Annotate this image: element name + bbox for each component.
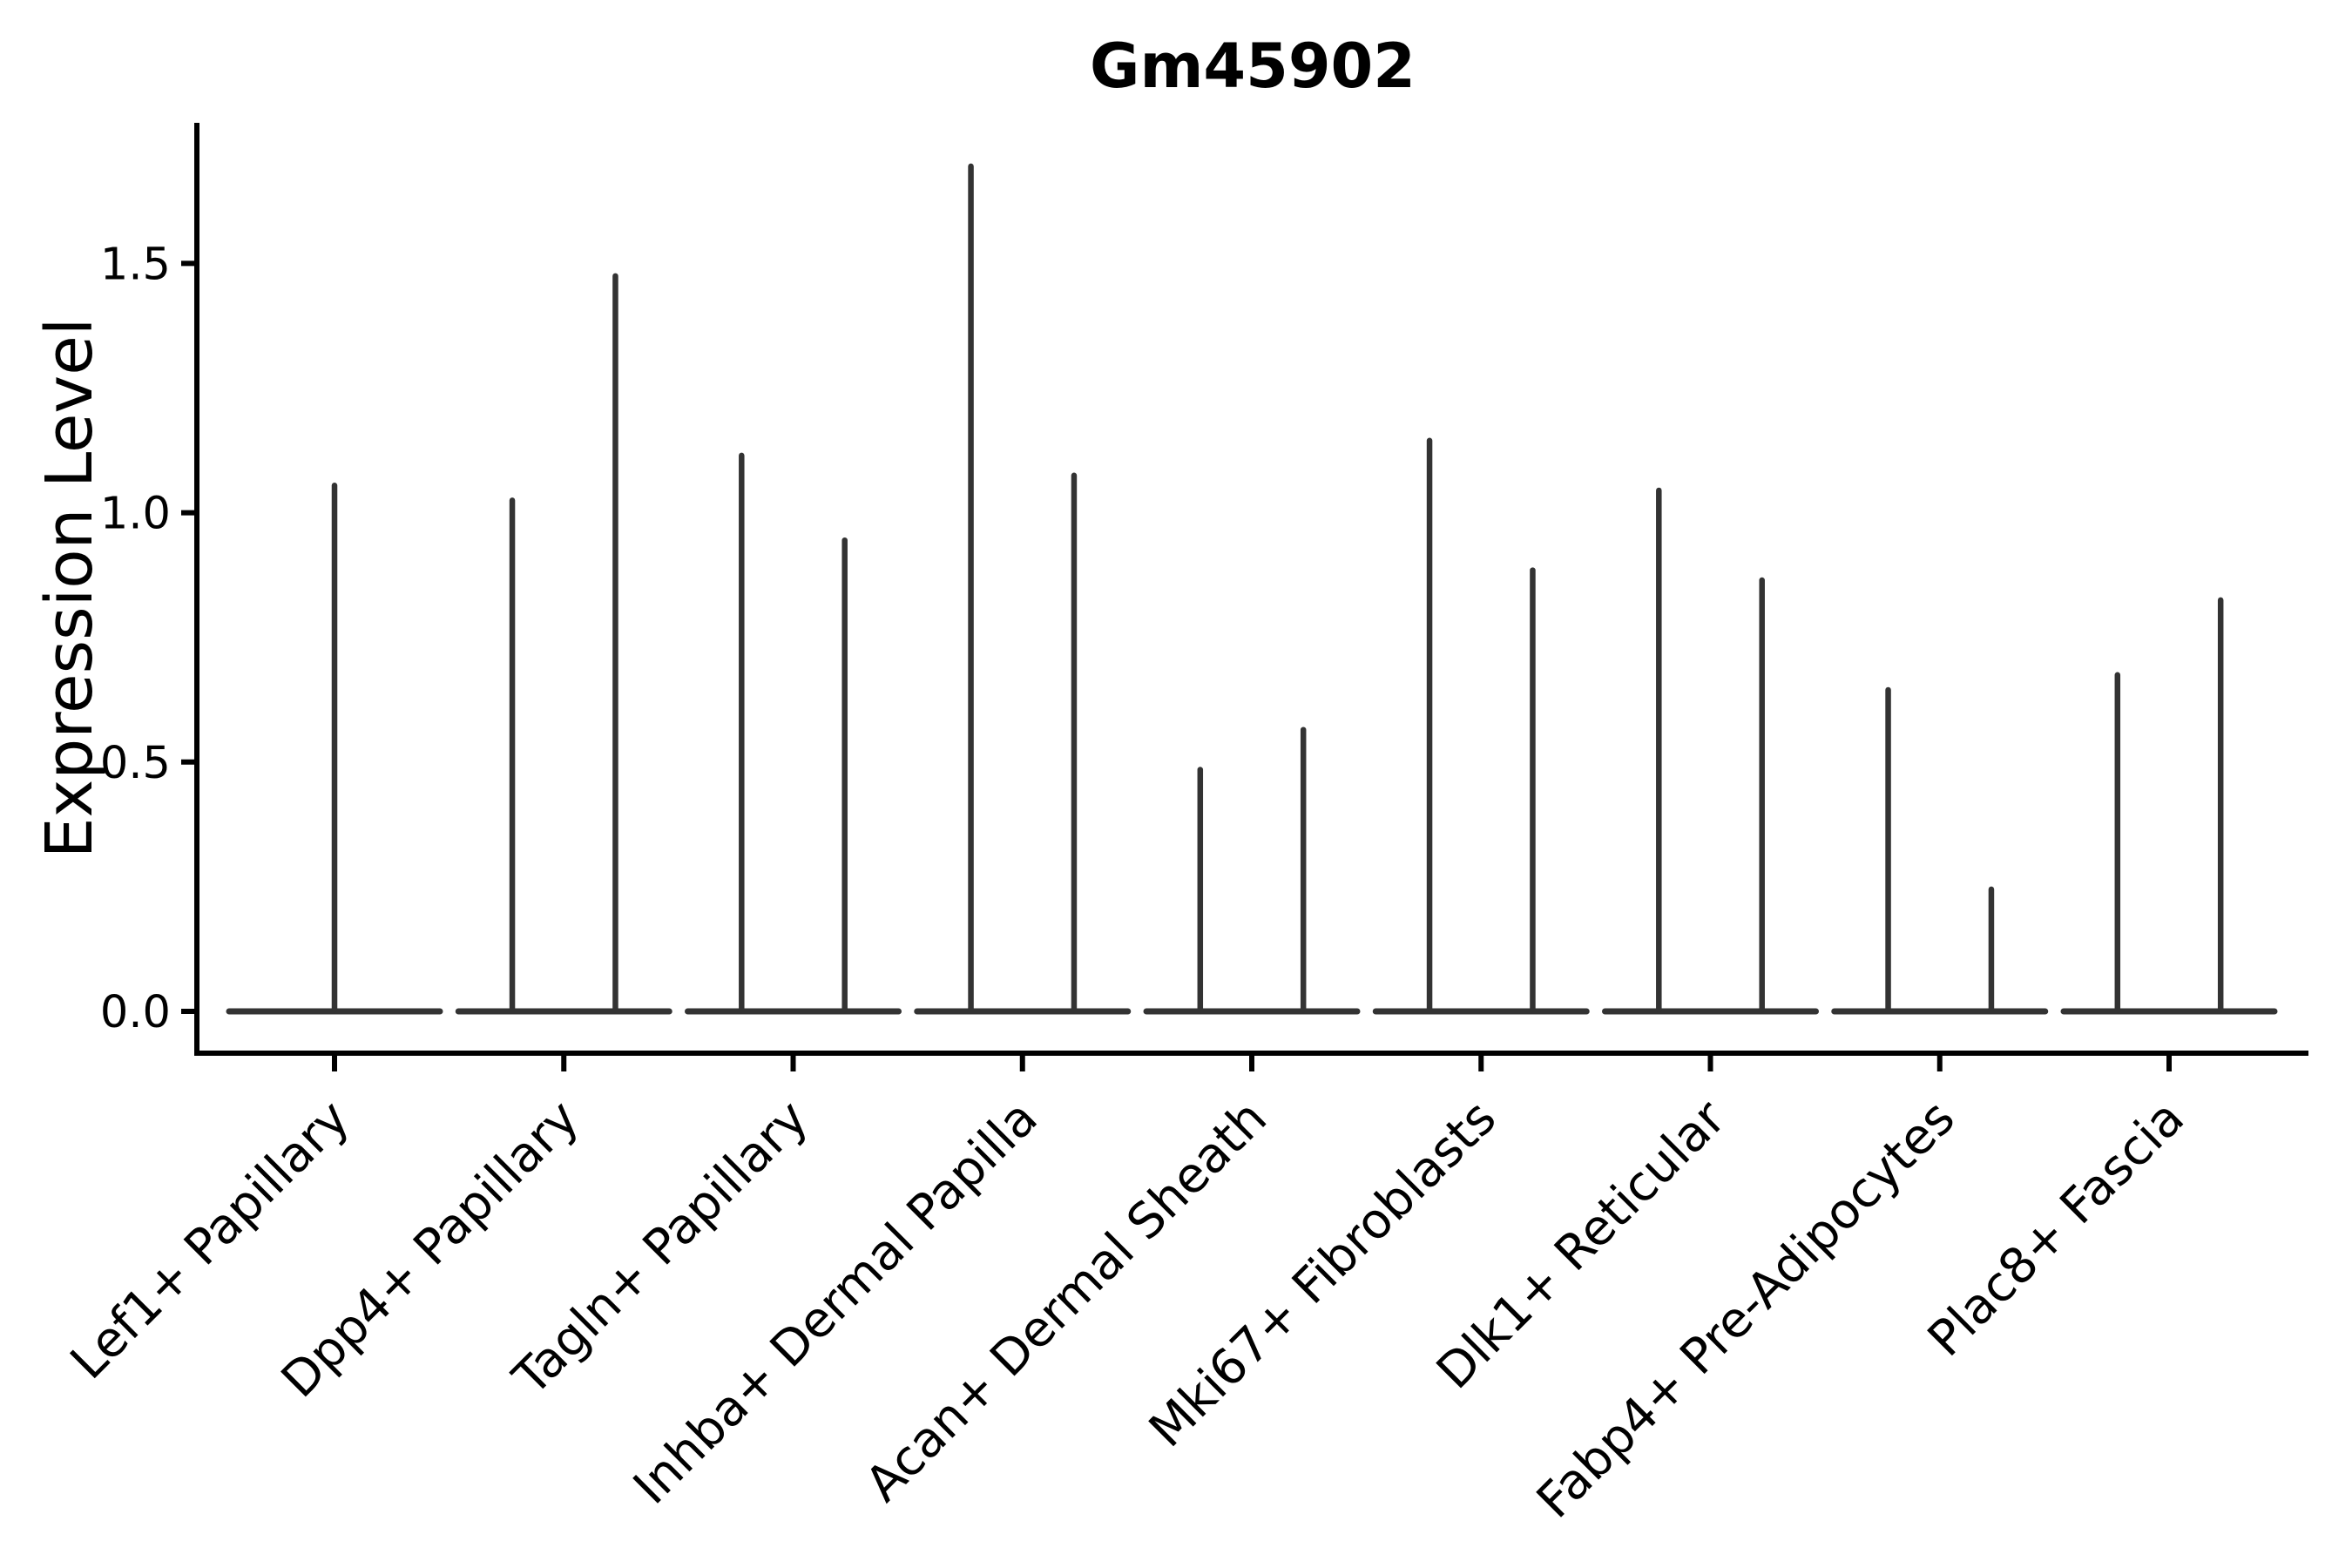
violin-layer [226, 163, 2278, 1015]
x-tick-label: Acan+ Dermal Sheath [855, 1090, 1278, 1513]
chart-title: Gm45902 [1090, 30, 1416, 102]
y-axis-label: Expression Level [32, 318, 107, 859]
y-tick-label: 1.5 [100, 239, 171, 290]
y-tick-label: 0.0 [100, 987, 171, 1038]
y-tick-label: 1.0 [100, 489, 171, 540]
y-tick-label: 0.5 [100, 738, 171, 789]
x-tick-label: Inhba+ Dermal Papilla [623, 1090, 1049, 1516]
x-tick-label: Fabp4+ Pre-Adipocytes [1526, 1090, 1966, 1530]
